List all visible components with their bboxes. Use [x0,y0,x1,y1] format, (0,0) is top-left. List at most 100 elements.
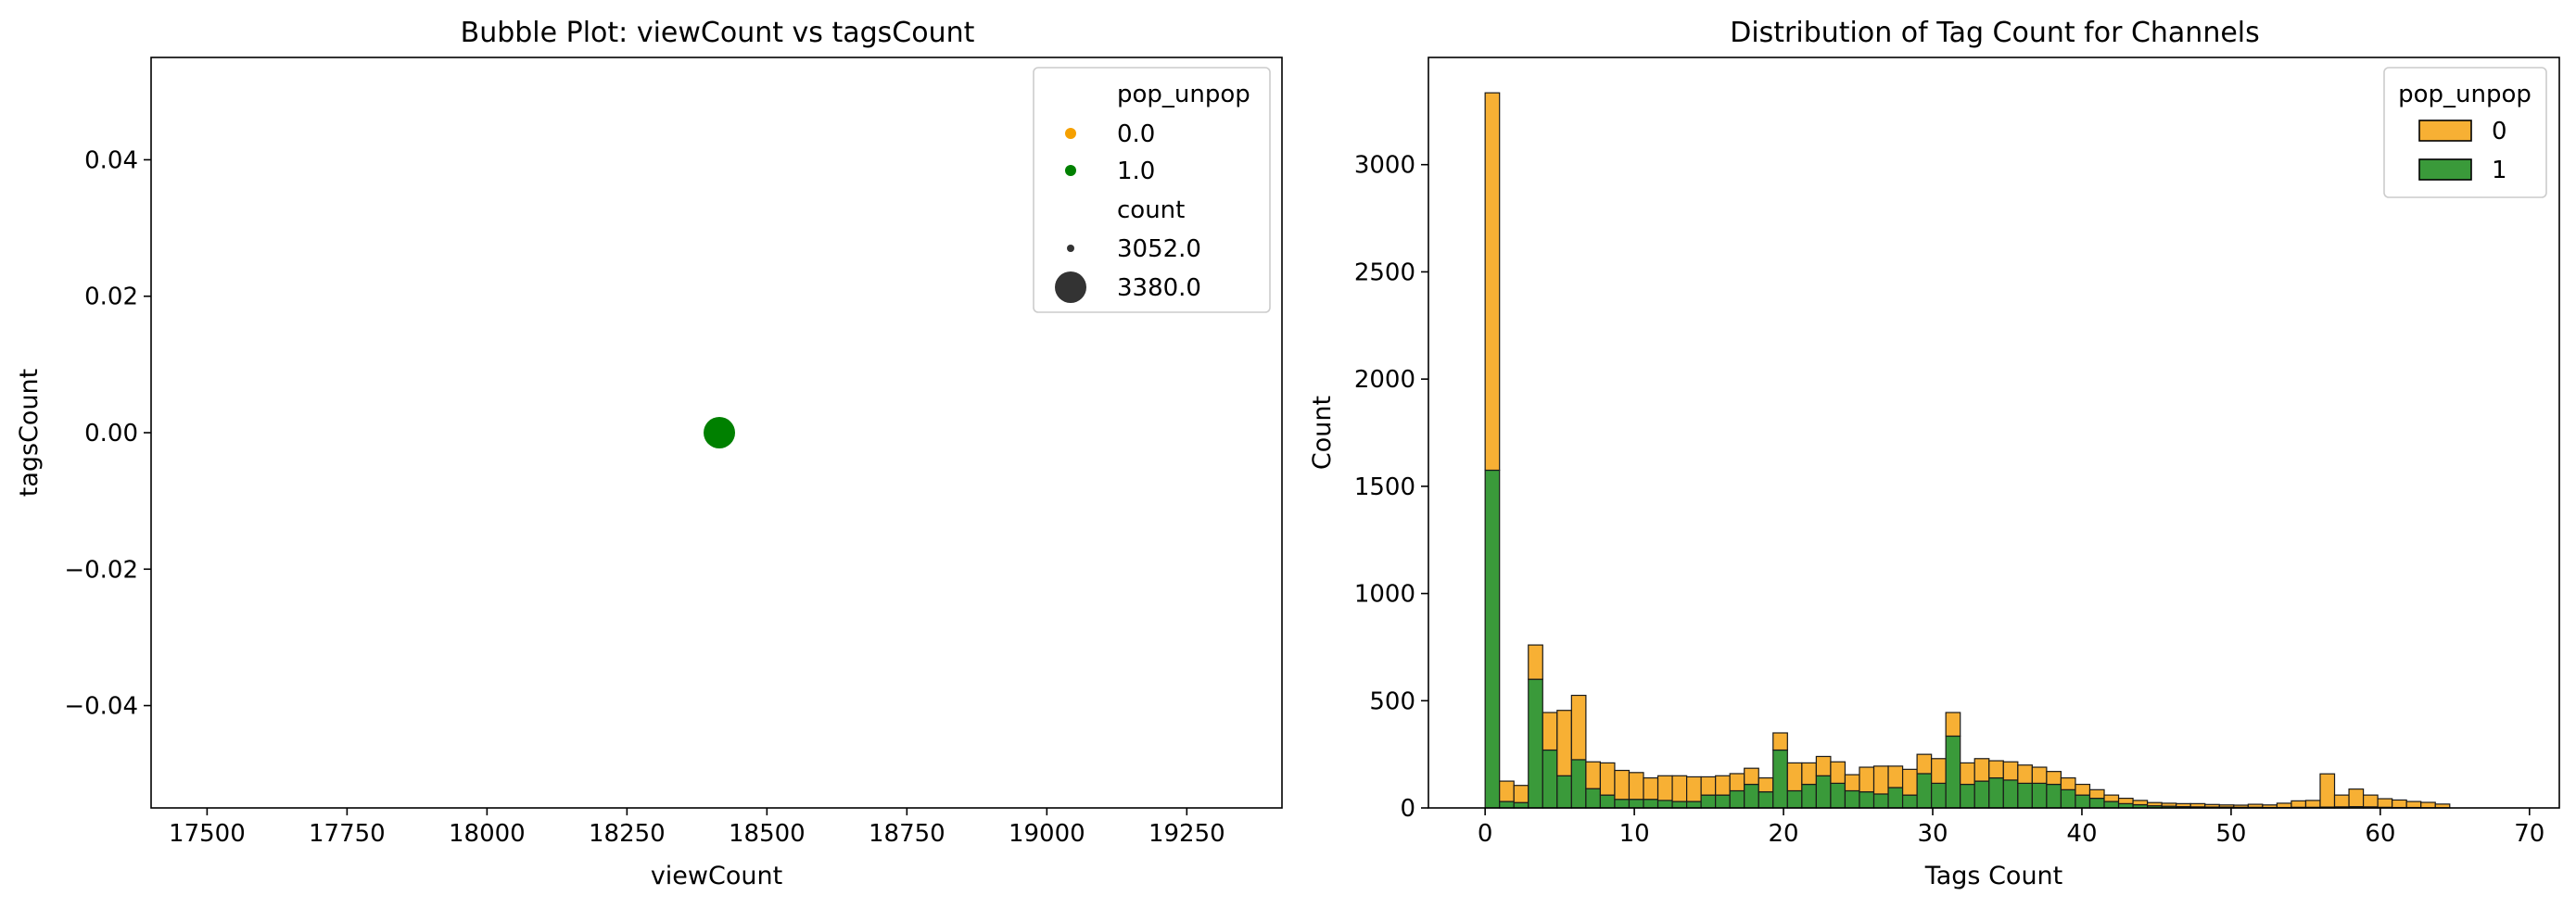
chart2-ytick-label: 500 [1369,687,1415,715]
chart2-bar-pop0-24 [1830,761,1846,784]
chart2-xtick-label: 40 [2066,820,2097,848]
chart2-plot-area [1428,57,2559,808]
chart2-bar-pop0-9 [1614,769,1631,801]
chart2-bar-pop0-41 [2075,783,2091,796]
chart2-xtick-label: 20 [1769,820,1799,848]
chart2-bar-pop0-50 [2204,803,2220,808]
chart2-bar-pop0-28 [1887,765,1904,788]
chart2-bar-pop0-57 [2304,800,2321,808]
chart2-legend-label-0: 0 [2492,118,2507,145]
chart2-bar-pop0-34 [1973,758,1990,782]
chart2-bar-pop0-39 [2046,771,2062,786]
chart1-xtick-label: 17750 [309,820,386,848]
chart2-ytick-label: 1000 [1354,581,1415,609]
chart2-bar-pop0-49 [2189,802,2206,808]
chart2-bar-pop0-18 [1744,767,1759,786]
chart2-bar-pop0-5 [1556,710,1572,776]
chart2-legend-title: pop_unpop [2398,81,2532,108]
chart2-xtick-label: 10 [1619,820,1650,848]
chart2-bar-pop1-0 [1484,469,1501,809]
chart2-ytick-label: 2500 [1354,259,1415,286]
chart2-legend: pop_unpop 0 1 [2383,67,2547,198]
chart2-bar-pop0-58 [2319,773,2336,808]
chart1-ytick-label: −0.02 [64,556,138,584]
chart2-bar-pop0-63 [2392,799,2407,809]
chart1-legend: pop_unpop 0.0 1.0 count 3052.0 3380.0 [1033,67,1271,313]
chart2-bar-pop1-11 [1643,799,1659,809]
chart2-bar-pop1-17 [1729,789,1745,809]
chart2-bar-pop1-21 [1786,789,1803,809]
chart2-xtick-label: 50 [2215,820,2246,848]
chart2-bar-pop0-64 [2405,801,2422,809]
chart2-bar-pop0-33 [1960,762,1975,786]
chart2-bar-pop0-43 [2103,794,2120,802]
chart2-frame [1428,57,2560,809]
chart2-bar-pop0-7 [1585,761,1602,789]
chart2-bar-pop0-22 [1801,762,1817,786]
chart2-ytick-label: 3000 [1354,152,1415,180]
chart2-bars [1484,92,2451,809]
chart1-legend-marker-1 [1065,165,1076,176]
chart2-bar-pop0-38 [2031,766,2048,784]
chart2-bar-pop0-11 [1643,776,1659,801]
chart2-bar-pop1-5 [1556,775,1572,809]
chart2-bar-pop0-17 [1729,773,1745,792]
chart1-xtick-label: 19000 [1009,820,1085,848]
chart2-bar-pop1-12 [1656,800,1673,809]
chart2-legend-swatch-0 [2418,120,2472,142]
chart2-bar-pop1-31 [1931,782,1947,809]
chart2-bar-pop0-44 [2117,797,2134,804]
chart1-legend-hue-title: pop_unpop [1117,81,1250,108]
chart2-bar-pop0-65 [2420,801,2436,809]
chart1-ytick-label: 0.02 [84,284,138,311]
chart2-bar-pop1-36 [2002,779,2019,809]
chart2-bar-pop0-0 [1484,92,1501,472]
chart1-xtick-label: 18000 [449,820,526,848]
chart2-bar-pop0-4 [1542,712,1558,751]
chart2-bar-pop0-32 [1945,712,1961,738]
chart2-bar-pop0-59 [2333,794,2350,808]
chart1-ytick-label: 0.04 [84,146,138,174]
chart2-bar-pop1-18 [1744,783,1759,809]
histogram-chart: Distribution of Tag Count for Channels 0… [1308,17,2560,890]
chart1-point-series-1-0 [704,417,736,448]
chart2-bar-pop1-24 [1830,782,1846,809]
chart2-ytick-label: 1500 [1354,473,1415,501]
chart1-legend-size-large [1055,271,1086,303]
chart1-legend-size-label-0: 3052.0 [1117,235,1201,263]
chart2-bar-pop1-29 [1901,794,1918,809]
chart2-legend-label-1: 1 [2492,157,2507,184]
chart2-bar-pop1-39 [2046,783,2062,809]
chart2-bar-pop0-42 [2088,788,2105,800]
chart2-bar-pop1-10 [1628,799,1644,809]
chart2-bar-pop1-25 [1844,789,1860,809]
chart2-xtick-label: 0 [1478,820,1493,848]
chart1-legend-size-label-1: 3380.0 [1117,274,1201,302]
chart2-bar-pop0-23 [1815,755,1832,776]
chart2-bar-pop0-3 [1528,644,1543,680]
chart1-legend-marker-0 [1065,128,1076,139]
chart2-bar-pop0-19 [1758,776,1774,793]
chart2-bar-pop1-3 [1528,678,1543,809]
chart2-bar-pop1-27 [1872,793,1889,809]
chart2-bar-pop0-40 [2060,776,2076,790]
chart2-bar-pop1-32 [1945,735,1961,809]
chart1-ytick-label: −0.04 [64,693,138,721]
chart1-legend-size-title: count [1117,196,1185,224]
chart2-bar-pop0-26 [1859,766,1875,793]
chart2-bar-pop1-4 [1542,749,1558,809]
chart2-legend-swatch-1 [2418,158,2472,181]
chart2-bar-pop0-35 [1988,760,2004,779]
chart1-xtick-label: 18500 [729,820,806,848]
chart2-bar-pop0-15 [1700,776,1717,796]
chart2-bar-pop0-53 [2247,803,2264,808]
chart1-title: Bubble Plot: viewCount vs tagsCount [461,17,975,49]
chart2-bar-pop1-37 [2017,782,2033,809]
chart2-bar-pop0-12 [1656,775,1673,801]
chart2-bar-pop1-22 [1801,783,1817,809]
chart2-bar-pop1-26 [1859,791,1875,809]
chart1-legend-frame [1033,67,1271,313]
chart2-bar-pop0-1 [1499,780,1515,802]
chart2-title: Distribution of Tag Count for Channels [1730,17,2260,49]
